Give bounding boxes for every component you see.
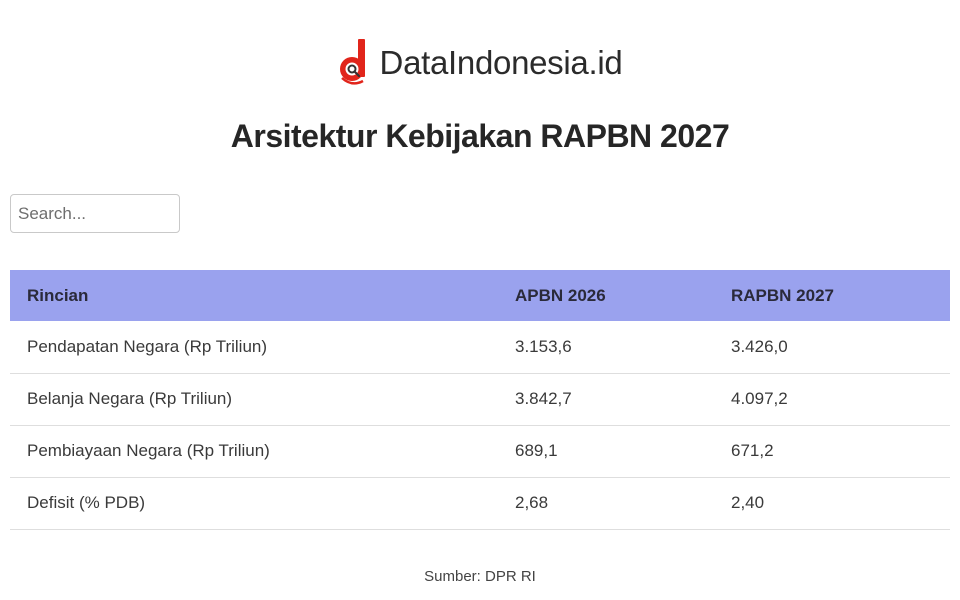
column-header-rapbn-2027[interactable]: RAPBN 2027 [714, 270, 950, 321]
table-cell-rapbn-2027: 4.097,2 [714, 373, 950, 426]
dataindonesia-logo-icon [339, 39, 365, 85]
table-cell-apbn-2026: 3.842,7 [498, 373, 714, 426]
table-cell-rincian: Pembiayaan Negara (Rp Triliun) [10, 425, 498, 478]
search-input[interactable] [10, 194, 180, 233]
table-cell-rapbn-2027: 2,40 [714, 477, 950, 530]
table-body: Pendapatan Negara (Rp Triliun) 3.153,6 3… [10, 321, 950, 530]
table-header: Rincian APBN 2026 RAPBN 2027 [10, 270, 950, 321]
table-header-row: Rincian APBN 2026 RAPBN 2027 [10, 270, 950, 321]
column-header-rincian[interactable]: Rincian [10, 270, 498, 321]
table-cell-rapbn-2027: 671,2 [714, 425, 950, 478]
table-cell-apbn-2026: 2,68 [498, 477, 714, 530]
table-row: Pembiayaan Negara (Rp Triliun) 689,1 671… [10, 425, 950, 478]
table-row: Belanja Negara (Rp Triliun) 3.842,7 4.09… [10, 373, 950, 426]
table-cell-apbn-2026: 689,1 [498, 425, 714, 478]
data-table: Rincian APBN 2026 RAPBN 2027 Pendapatan … [10, 270, 950, 530]
brand-name: DataIndonesia.id [379, 44, 623, 81]
table-row: Defisit (% PDB) 2,68 2,40 [10, 477, 950, 530]
table-cell-rapbn-2027: 3.426,0 [714, 321, 950, 374]
table-cell-apbn-2026: 3.153,6 [498, 321, 714, 374]
brand-header: DataIndonesia.id [0, 38, 960, 88]
column-header-apbn-2026[interactable]: APBN 2026 [498, 270, 714, 321]
page-title: Arsitektur Kebijakan RAPBN 2027 [230, 118, 730, 154]
table-cell-rincian: Pendapatan Negara (Rp Triliun) [10, 321, 498, 374]
table-cell-rincian: Belanja Negara (Rp Triliun) [10, 373, 498, 426]
table-row: Pendapatan Negara (Rp Triliun) 3.153,6 3… [10, 321, 950, 374]
source-note: Sumber: DPR RI [424, 568, 536, 585]
table-cell-rincian: Defisit (% PDB) [10, 477, 498, 530]
